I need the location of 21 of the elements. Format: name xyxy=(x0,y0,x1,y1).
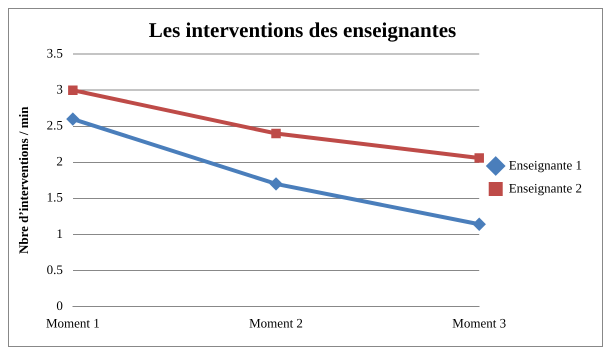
y-axis-title: Nbre d’interventions / min xyxy=(16,106,32,254)
point xyxy=(68,85,78,95)
y-tick-label: 3.5 xyxy=(46,46,63,61)
y-tick-label: 1.5 xyxy=(46,190,63,205)
point xyxy=(472,218,486,231)
y-tick-label: 0 xyxy=(56,298,63,313)
chart-title: Les interventions des enseignantes xyxy=(148,18,456,42)
y-tick-label: 2 xyxy=(56,154,63,169)
point xyxy=(271,128,281,138)
x-tick-label: Moment 2 xyxy=(249,316,303,331)
y-tick-label: 3 xyxy=(56,82,63,97)
legend-label: Enseignante 1 xyxy=(508,157,582,172)
y-tick-label: 0.5 xyxy=(46,262,63,277)
x-tick-label: Moment 1 xyxy=(46,316,100,331)
y-tick-label: 1 xyxy=(56,226,63,241)
x-tick-label: Moment 3 xyxy=(452,316,506,331)
y-tick-label: 2.5 xyxy=(46,118,63,133)
point xyxy=(270,177,283,190)
legend-label: Enseignante 2 xyxy=(508,180,582,196)
point xyxy=(66,112,80,126)
point xyxy=(474,153,484,163)
